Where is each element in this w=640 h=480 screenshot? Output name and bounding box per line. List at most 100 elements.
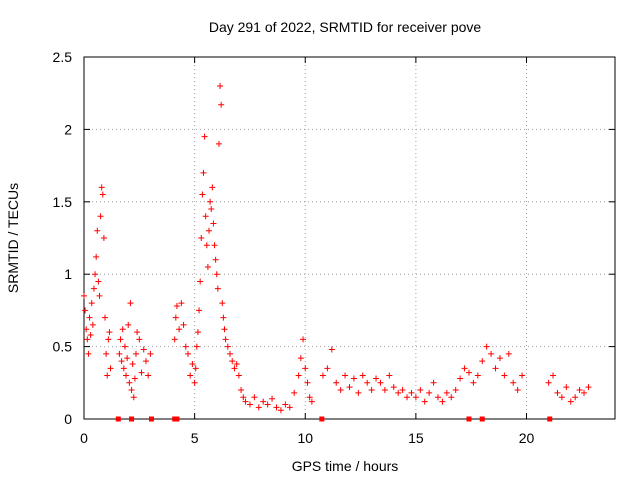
- x-axis-label: GPS time / hours: [292, 458, 399, 474]
- data-point: [172, 314, 179, 321]
- data-point: [116, 350, 123, 357]
- baseline-marker: [547, 416, 553, 422]
- data-point: [439, 398, 446, 405]
- data-point: [182, 343, 189, 350]
- data-point: [125, 321, 132, 328]
- baseline-marker: [174, 416, 180, 422]
- x-tick-label: 0: [80, 430, 88, 446]
- data-point: [215, 140, 222, 147]
- data-point: [198, 235, 205, 241]
- data-point: [201, 133, 208, 140]
- data-point: [95, 278, 102, 285]
- data-point: [92, 271, 99, 278]
- data-point: [84, 336, 91, 343]
- data-point: [291, 389, 298, 396]
- data-point: [140, 346, 147, 353]
- data-point: [510, 379, 517, 386]
- data-point: [246, 401, 253, 408]
- data-point: [399, 387, 406, 394]
- data-point: [194, 329, 201, 336]
- data-point: [355, 389, 362, 396]
- data-point: [102, 314, 109, 321]
- y-tick-label: 2.5: [53, 49, 73, 65]
- data-point: [514, 387, 521, 394]
- data-point: [191, 379, 198, 386]
- data-point: [206, 227, 213, 234]
- data-point: [404, 394, 411, 401]
- data-point: [85, 350, 92, 357]
- data-point: [474, 372, 481, 379]
- data-point: [203, 242, 210, 249]
- grid-lines: [84, 57, 615, 419]
- data-point: [98, 184, 105, 191]
- data-point: [180, 321, 187, 328]
- data-point: [176, 326, 183, 333]
- data-point: [145, 372, 152, 379]
- data-point: [171, 336, 178, 343]
- data-point: [483, 343, 490, 350]
- data-point: [207, 198, 214, 205]
- data-points: [81, 82, 592, 422]
- data-point: [126, 379, 133, 386]
- data-point: [306, 394, 313, 401]
- data-point: [324, 365, 331, 372]
- data-point: [377, 379, 384, 386]
- data-point: [240, 394, 247, 401]
- data-point: [128, 387, 135, 394]
- data-point: [269, 395, 276, 402]
- data-point: [204, 263, 211, 270]
- data-point: [260, 398, 267, 405]
- y-tick-label: 2: [64, 121, 72, 137]
- data-point: [131, 375, 138, 382]
- data-point: [178, 300, 185, 307]
- data-point: [308, 398, 315, 405]
- data-point: [118, 358, 125, 365]
- data-point: [563, 384, 570, 391]
- data-point: [132, 350, 139, 357]
- baseline-marker: [115, 416, 121, 422]
- baseline-marker: [466, 416, 472, 422]
- data-point: [395, 389, 402, 396]
- data-point: [103, 350, 110, 357]
- data-point: [492, 365, 499, 372]
- data-point: [184, 350, 191, 357]
- data-point: [124, 355, 131, 362]
- data-point: [251, 394, 258, 401]
- data-point: [147, 350, 154, 357]
- data-point: [104, 372, 111, 379]
- x-tick-label: 10: [297, 430, 313, 446]
- data-point: [558, 394, 565, 401]
- data-point: [319, 372, 326, 379]
- data-point: [342, 372, 349, 379]
- data-point: [229, 358, 236, 365]
- data-point: [443, 389, 450, 396]
- data-point: [373, 375, 380, 382]
- data-point: [90, 285, 97, 292]
- data-point: [130, 394, 137, 401]
- data-point: [364, 379, 371, 386]
- data-point: [214, 285, 221, 292]
- data-point: [297, 355, 304, 362]
- data-point: [142, 358, 149, 365]
- data-point: [81, 292, 87, 299]
- data-point: [120, 365, 127, 372]
- baseline-marker: [129, 416, 135, 422]
- data-point: [227, 350, 234, 357]
- data-point: [242, 398, 249, 405]
- data-point: [105, 336, 112, 343]
- data-point: [212, 256, 219, 263]
- data-point: [219, 300, 226, 307]
- data-point: [435, 394, 441, 401]
- data-point: [231, 365, 238, 372]
- data-point: [134, 329, 141, 336]
- data-point: [189, 360, 196, 367]
- data-point: [193, 343, 200, 350]
- data-point: [127, 300, 134, 307]
- data-point: [88, 300, 95, 307]
- data-point: [107, 365, 114, 372]
- data-point: [96, 292, 103, 299]
- data-point: [412, 394, 419, 401]
- data-point: [93, 253, 100, 260]
- data-point: [350, 375, 357, 382]
